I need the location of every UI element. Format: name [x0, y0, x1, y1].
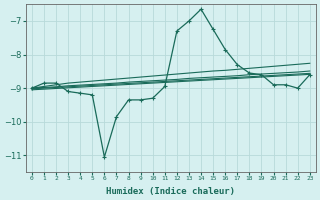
- X-axis label: Humidex (Indice chaleur): Humidex (Indice chaleur): [106, 187, 235, 196]
